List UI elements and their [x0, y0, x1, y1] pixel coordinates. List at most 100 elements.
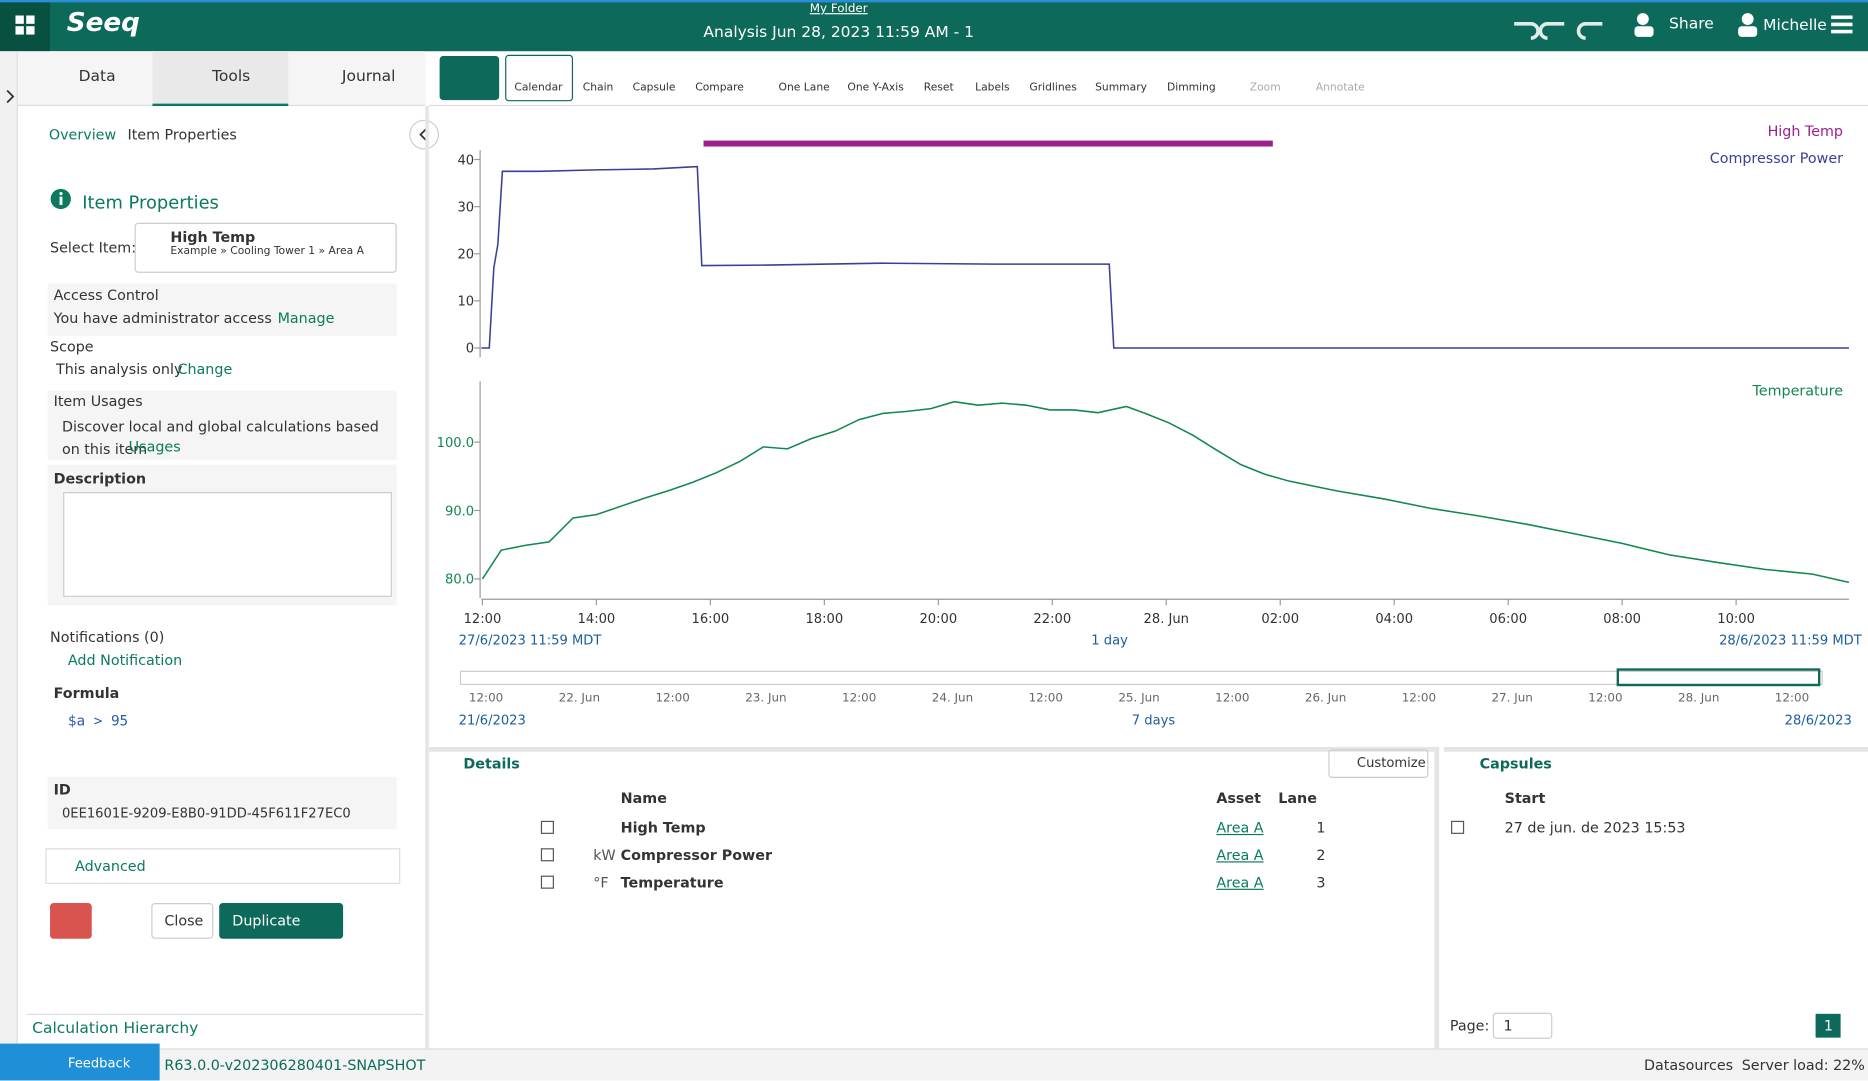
customize-label[interactable]: Customize: [1356, 755, 1426, 771]
toolbar-button[interactable]: Zoom: [1249, 82, 1281, 95]
range-step[interactable]: 1 day: [1091, 632, 1128, 649]
nav-tick-label: 27. Jun: [1491, 692, 1533, 706]
feedback-label[interactable]: Feedback: [67, 1055, 131, 1072]
info-icon: [50, 188, 71, 210]
usages-text: Discover local and global calculations b…: [61, 418, 379, 458]
y-tick-label: 100.0: [437, 436, 475, 451]
capsule-checkbox[interactable]: [1451, 820, 1465, 834]
folder-link[interactable]: My Folder: [809, 2, 868, 16]
datasources[interactable]: Datasources: [1644, 1056, 1734, 1074]
toolbar-button[interactable]: Summary: [1095, 82, 1147, 95]
change-link[interactable]: Change: [177, 360, 233, 378]
toolbar-button[interactable]: One Lane: [778, 82, 830, 95]
toolbar-button[interactable]: Reset: [923, 82, 954, 95]
toolbar-button[interactable]: Gridlines: [1029, 82, 1077, 95]
row-name: Temperature: [620, 874, 724, 892]
row-lane: 1: [1316, 819, 1326, 837]
usages-box: [47, 390, 397, 460]
row-asset[interactable]: Area A: [1216, 819, 1264, 837]
access-title: Access Control: [53, 287, 159, 304]
row-lane: 2: [1316, 847, 1326, 864]
collapse-button[interactable]: [409, 119, 440, 150]
row-checkbox[interactable]: [540, 820, 554, 834]
usages-link[interactable]: Usages: [128, 438, 181, 456]
toolbar-button[interactable]: Calendar: [514, 82, 563, 95]
row-name: Compressor Power: [620, 847, 773, 864]
capsule-bar: [703, 140, 1273, 147]
tab-journal[interactable]: Journal: [341, 67, 396, 86]
tab-tools[interactable]: Tools: [212, 67, 251, 86]
row-name: High Temp: [620, 819, 706, 837]
row-checkbox[interactable]: [540, 875, 554, 889]
x-tick-label: 08:00: [1603, 612, 1641, 627]
page-button[interactable]: [1815, 1013, 1841, 1038]
calc-hierarchy[interactable]: Calculation Hierarchy: [32, 1019, 199, 1038]
logo[interactable]: Seeq: [66, 8, 140, 39]
range-end[interactable]: 28/6/2023 11:59 MDT: [1719, 632, 1862, 649]
capsule-label: High Temp: [1768, 124, 1843, 140]
capsules-pane: [1443, 746, 1868, 1048]
nav-span[interactable]: 7 days: [1131, 712, 1176, 728]
toolbar: [428, 51, 1868, 107]
share-button[interactable]: Share: [1669, 15, 1714, 34]
close-label[interactable]: Close: [164, 912, 204, 930]
add-notification[interactable]: Add Notification: [67, 651, 183, 669]
id-title: ID: [53, 781, 71, 799]
toolbar-button[interactable]: Compare: [695, 82, 744, 95]
nav-tick-label: 12:00: [1774, 692, 1810, 706]
access-box: [47, 283, 397, 336]
series-line: [481, 400, 1850, 584]
item-select[interactable]: [134, 222, 397, 273]
feedback-button[interactable]: [0, 1043, 160, 1081]
toolbar-button[interactable]: Chain: [582, 82, 614, 95]
nav-tick-label: 12:00: [1588, 692, 1623, 706]
left-strip: [0, 51, 18, 1049]
page-select[interactable]: [1492, 1012, 1553, 1039]
x-tick-label: 14:00: [578, 612, 616, 627]
duplicate-label[interactable]: Duplicate: [232, 912, 301, 930]
expand-icon[interactable]: [5, 88, 17, 105]
advanced-toggle[interactable]: Advanced: [75, 857, 146, 875]
advanced-box[interactable]: [45, 848, 401, 884]
breadcrumb-overview[interactable]: Overview: [48, 126, 117, 143]
header-lane[interactable]: Lane: [1278, 789, 1317, 807]
x-tick-label: 10:00: [1717, 612, 1755, 627]
delete-button[interactable]: [50, 903, 92, 939]
page-select-value[interactable]: 1: [1503, 1017, 1513, 1035]
range-start[interactable]: 27/6/2023 11:59 MDT: [458, 632, 602, 649]
nav-tick-label: 22. Jun: [558, 692, 601, 706]
user-menu[interactable]: Michelle: [1763, 16, 1827, 35]
toolbar-button[interactable]: Annotate: [1315, 82, 1365, 95]
menu-icon[interactable]: [1831, 14, 1855, 35]
row-unit: kW: [593, 847, 616, 864]
toolbar-button[interactable]: One Y-Axis: [847, 82, 904, 95]
toolbar-button[interactable]: Labels: [975, 82, 1010, 95]
customize-button[interactable]: [1328, 749, 1429, 778]
tab-data[interactable]: Data: [78, 67, 116, 86]
header-name[interactable]: Name: [620, 789, 667, 807]
page-button-label[interactable]: 1: [1823, 1017, 1834, 1035]
toolbar-button[interactable]: Dimming: [1166, 82, 1216, 95]
nav-end[interactable]: 28/6/2023: [1784, 712, 1852, 728]
description-input[interactable]: [63, 492, 392, 597]
capsules-title: Capsules: [1479, 755, 1552, 772]
manage-link[interactable]: Manage: [277, 309, 335, 327]
x-tick-label: 18:00: [805, 612, 843, 627]
apps-button[interactable]: [0, 2, 51, 52]
row-asset[interactable]: Area A: [1216, 874, 1264, 892]
header-asset[interactable]: Asset: [1216, 789, 1261, 807]
capsules-header-start[interactable]: Start: [1504, 789, 1546, 807]
view-button[interactable]: [439, 55, 500, 101]
close-button[interactable]: [151, 903, 214, 939]
row-checkbox[interactable]: [540, 848, 554, 862]
series-line: [481, 165, 1849, 349]
duplicate-button[interactable]: [219, 903, 344, 939]
navigator-selection[interactable]: [1616, 668, 1821, 687]
nav-tick-label: 12:00: [842, 692, 877, 706]
nav-tick-label: 12:00: [468, 692, 504, 706]
nav-start[interactable]: 21/6/2023: [458, 712, 526, 728]
row-asset[interactable]: Area A: [1216, 847, 1264, 864]
hierarchy-bar[interactable]: [26, 1013, 423, 1047]
toolbar-button[interactable]: Capsule: [632, 82, 676, 95]
undo-redo-icons[interactable]: [1507, 10, 1626, 41]
